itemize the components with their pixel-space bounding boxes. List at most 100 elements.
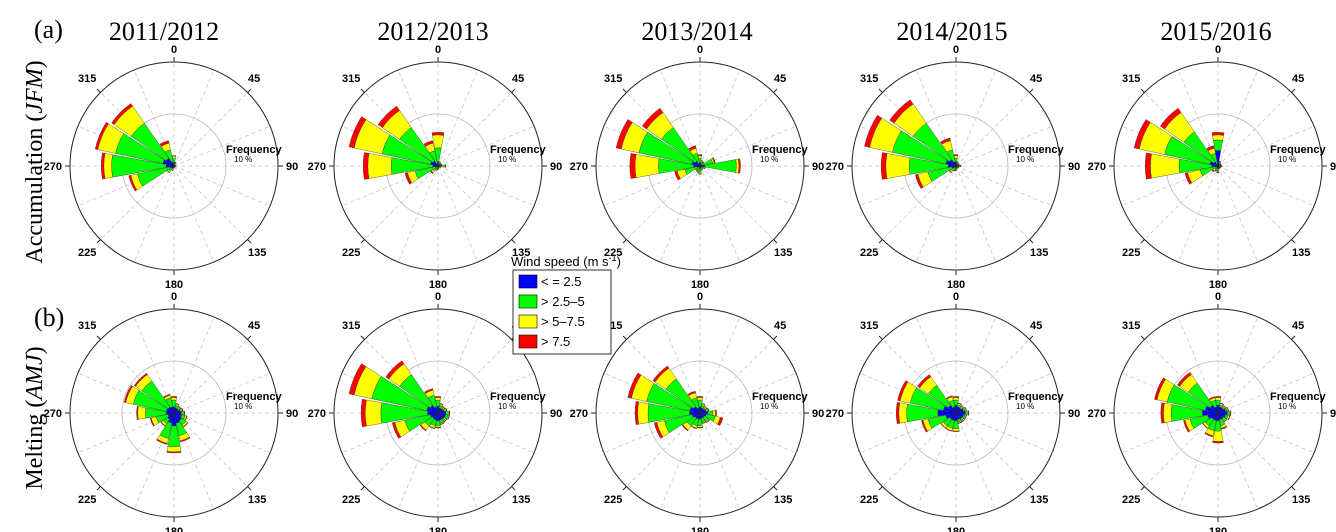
legend-label-3: > 5–7.5	[541, 314, 585, 329]
petal-segment	[652, 365, 670, 383]
compass-tick	[1291, 335, 1296, 340]
petal-segment	[440, 164, 445, 168]
petal-segment	[424, 388, 434, 394]
compass-tick	[1140, 239, 1145, 244]
petal-segment	[444, 164, 446, 168]
compass-label-0: 0	[171, 291, 177, 303]
radial-gridline	[1217, 165, 1259, 263]
petal-segment	[447, 415, 450, 420]
radial-gridline	[955, 69, 997, 167]
petal-segment	[170, 396, 178, 398]
row-label-accumulation: Accumulation (JFM)	[22, 60, 48, 263]
compass-label-0: 0	[953, 44, 959, 56]
compass-label-90: 90	[1330, 161, 1336, 173]
petal-segment	[181, 407, 184, 412]
petal-segment	[159, 140, 170, 147]
radial-gridline	[915, 165, 957, 263]
radial-gridline	[364, 165, 439, 240]
petal-segment	[1208, 396, 1215, 401]
compass-label-225: 225	[1122, 494, 1140, 506]
frequency-label: Frequency	[1008, 144, 1065, 156]
radial-gridline	[955, 316, 997, 414]
petal-segment	[953, 155, 959, 159]
petal-segment	[945, 428, 953, 432]
compass-tick	[1029, 486, 1034, 491]
radial-gridline	[955, 339, 1030, 414]
compass-label-315: 315	[860, 320, 878, 332]
radial-gridline	[437, 372, 535, 414]
petal-segment	[696, 396, 704, 398]
petal-segment	[697, 154, 703, 156]
petal-segment	[674, 170, 681, 181]
petal-segment	[1214, 170, 1218, 172]
petal-segment	[960, 405, 964, 409]
compass-tick	[878, 486, 883, 491]
petal-segment	[367, 153, 393, 179]
compass-label-315: 315	[342, 320, 360, 332]
petal-segment	[711, 157, 716, 164]
petal-segment	[180, 411, 184, 415]
petal-segment	[921, 419, 928, 433]
petal-segment	[1219, 166, 1222, 168]
petal-segment	[634, 401, 639, 425]
frequency-label: Frequency	[1270, 391, 1327, 403]
petal-segment	[889, 99, 914, 124]
radial-gridline	[699, 316, 741, 414]
petal-segment	[961, 418, 966, 423]
petal-segment	[717, 417, 724, 426]
petal-segment	[434, 396, 442, 398]
compass-label-90: 90	[1330, 408, 1336, 420]
radial-gridline	[173, 165, 215, 263]
petal-segment	[170, 397, 178, 401]
compass-label-0: 0	[1215, 291, 1221, 303]
petal-segment	[430, 170, 434, 174]
compass-label-270: 270	[826, 408, 844, 420]
compass-label-180: 180	[165, 279, 183, 291]
compass-label-0: 0	[953, 291, 959, 303]
radial-gridline	[955, 92, 1030, 167]
petal-segment	[968, 410, 970, 416]
compass-label-180: 180	[165, 526, 183, 532]
compass-tick	[511, 486, 516, 491]
frequency-label: Frequency	[752, 391, 809, 403]
petal-segment	[704, 405, 708, 409]
compass-label-315: 315	[342, 73, 360, 85]
radial-gridline	[699, 165, 774, 240]
petal-segment	[700, 160, 704, 162]
compass-tick	[773, 486, 778, 491]
petal-segment	[445, 410, 449, 416]
compass-label-135: 135	[512, 247, 530, 259]
compass-label-90: 90	[812, 161, 824, 173]
frequency-ring-label: 10 %	[1278, 155, 1296, 164]
compass-label-0: 0	[697, 291, 703, 303]
petal-segment	[439, 166, 442, 168]
compass-label-135: 135	[1292, 494, 1310, 506]
compass-label-135: 135	[1030, 247, 1048, 259]
compass-label-45: 45	[1292, 320, 1304, 332]
radial-gridline	[699, 339, 774, 414]
petal-segment	[419, 424, 427, 432]
year-title-5: 2015/2016	[1160, 17, 1271, 46]
radial-gridline	[699, 69, 741, 167]
petal-segment	[1215, 399, 1221, 406]
compass-tick	[1291, 486, 1296, 491]
petal-segment	[178, 405, 182, 409]
petal-segment	[160, 421, 166, 427]
compass-label-135: 135	[512, 494, 530, 506]
legend-title: Wind speed (m s-1)	[511, 253, 621, 269]
compass-label-270: 270	[1088, 408, 1106, 420]
frequency-ring-label: 10 %	[498, 402, 516, 411]
compass-label-45: 45	[248, 73, 260, 85]
petal-segment	[697, 155, 703, 159]
petal-segment	[965, 410, 968, 416]
petal-segment	[385, 360, 405, 380]
frequency-ring-label: 10 %	[760, 402, 778, 411]
petal-segment	[1218, 160, 1222, 163]
compass-tick	[1029, 335, 1034, 340]
frequency-ring-label: 10 %	[234, 402, 252, 411]
petal-segment	[956, 161, 959, 163]
petal-segment	[111, 103, 133, 125]
legend: Wind speed (m s-1) < = 2.5 > 2.5–5 > 5–7…	[511, 253, 621, 355]
